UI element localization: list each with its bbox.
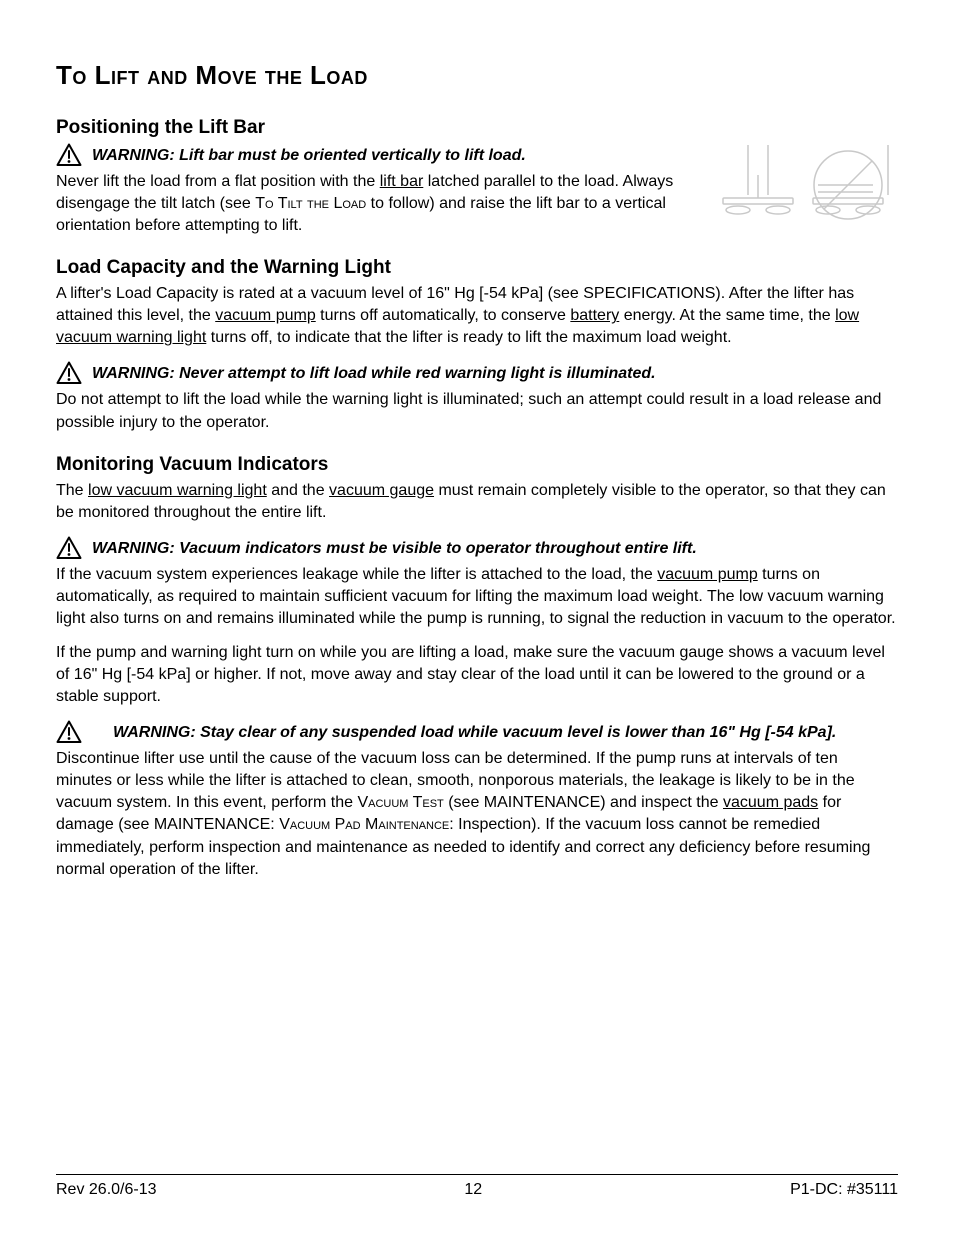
warning-row: WARNING: Lift bar must be oriented verti… (56, 143, 698, 167)
lift-bar-diagram (713, 140, 898, 260)
footer-rev: Rev 26.0/6-13 (56, 1181, 157, 1199)
section-heading: Monitoring Vacuum Indicators (56, 454, 898, 476)
body-text: If the vacuum system experiences leakage… (56, 564, 898, 630)
warning-icon (56, 361, 82, 385)
warning-text: WARNING: Stay clear of any suspended loa… (92, 720, 836, 744)
warning-row: WARNING: Vacuum indicators must be visib… (56, 536, 898, 560)
warning-row: WARNING: Stay clear of any suspended loa… (56, 720, 898, 744)
warning-text: WARNING: Lift bar must be oriented verti… (92, 143, 526, 167)
body-text: Discontinue lifter use until the cause o… (56, 748, 898, 880)
warning-text: WARNING: Never attempt to lift load whil… (92, 361, 656, 385)
warning-text: WARNING: Vacuum indicators must be visib… (92, 536, 697, 560)
body-text: A lifter's Load Capacity is rated at a v… (56, 283, 898, 349)
section-heading: Positioning the Lift Bar (56, 117, 698, 139)
footer-page-number: 12 (464, 1181, 482, 1199)
footer-rule (56, 1174, 898, 1175)
warning-icon (56, 536, 82, 560)
page-footer: Rev 26.0/6-13 12 P1-DC: #35111 (56, 1174, 898, 1199)
document-page: To Lift and Move the Load Positioning th… (0, 0, 954, 1235)
section-heading: Load Capacity and the Warning Light (56, 257, 898, 279)
warning-icon (56, 720, 82, 744)
warning-icon (56, 143, 82, 167)
body-text: If the pump and warning light turn on wh… (56, 642, 898, 708)
page-title: To Lift and Move the Load (56, 60, 898, 91)
body-text: Do not attempt to lift the load while th… (56, 389, 898, 433)
body-text: The low vacuum warning light and the vac… (56, 480, 898, 524)
footer-doc-id: P1-DC: #35111 (790, 1181, 898, 1199)
warning-row: WARNING: Never attempt to lift load whil… (56, 361, 898, 385)
body-text: Never lift the load from a flat position… (56, 171, 698, 237)
